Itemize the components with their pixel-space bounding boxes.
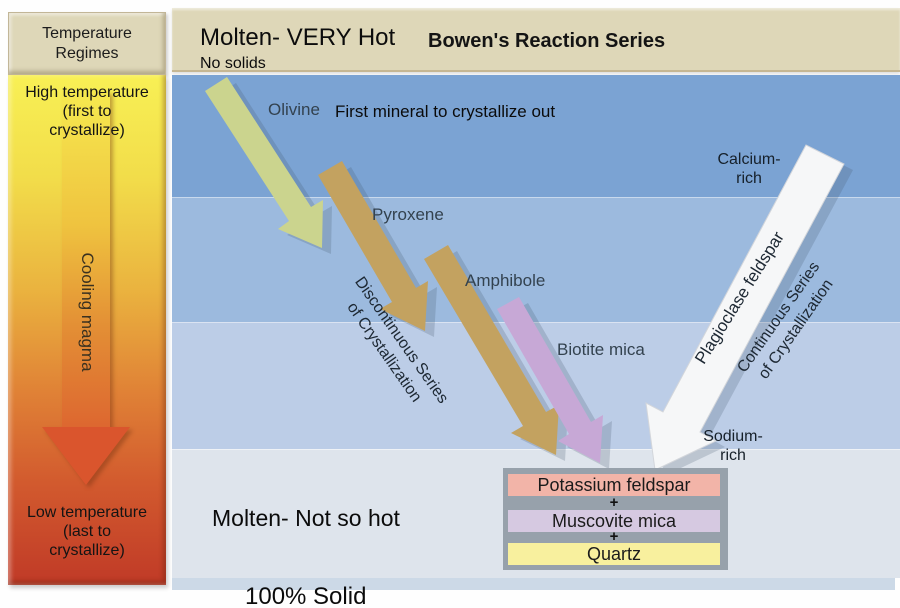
cooling-magma-label: Cooling magma — [78, 252, 97, 372]
pyroxene-arrow — [318, 161, 428, 331]
diagram-title: Bowen's Reaction Series — [428, 30, 666, 52]
cooling-magma-arrow-shaft — [62, 91, 110, 427]
cooling-magma-arrow — [8, 75, 166, 585]
sodium-rich-label: Sodium- rich — [703, 428, 763, 465]
crystallization-panel: Olivine First mineral to crystallize out… — [172, 75, 900, 578]
muscovite-mica-box: Muscovite mica — [508, 510, 720, 532]
molten-not-so-hot-label: Molten- Not so hot — [212, 505, 400, 531]
header-band: Molten- VERY Hot No solids Bowen's React… — [172, 8, 900, 72]
molten-very-hot-label: Molten- VERY Hot — [200, 24, 396, 51]
amphibole-arrow — [424, 245, 559, 455]
biotite-arrow — [497, 297, 603, 463]
temperature-band-1 — [172, 75, 900, 197]
quartz-box: Quartz — [508, 543, 720, 565]
biotite-mica-label: Biotite mica — [557, 340, 645, 359]
temperature-regimes-header: Temperature Regimes — [8, 12, 166, 75]
temperature-gradient-panel: High temperature (first to crystallize) … — [8, 75, 166, 585]
amphibole-label: Amphibole — [465, 271, 546, 290]
plagioclase-feldspar-arrow — [645, 144, 845, 471]
plus-sign: + — [609, 494, 619, 511]
potassium-feldspar-box: Potassium feldspar — [508, 474, 720, 496]
no-solids-label: No solids — [200, 55, 266, 72]
cooling-magma-arrowhead — [42, 427, 130, 485]
arrows-layer — [205, 77, 853, 476]
solid-label: 100% Solid — [245, 583, 367, 608]
pyroxene-label: Pyroxene — [372, 205, 444, 224]
plus-sign: + — [609, 528, 619, 545]
high-temperature-label: High temperature (first to crystallize) — [25, 84, 149, 140]
olivine-label: Olivine — [268, 100, 320, 119]
calcium-rich-label: Calcium- rich — [717, 151, 781, 188]
low-temperature-label: Low temperature (last to crystallize) — [26, 504, 148, 560]
olivine-arrow — [205, 77, 323, 248]
first-mineral-note: First mineral to crystallize out — [335, 102, 556, 121]
bottom-strip — [172, 578, 895, 590]
